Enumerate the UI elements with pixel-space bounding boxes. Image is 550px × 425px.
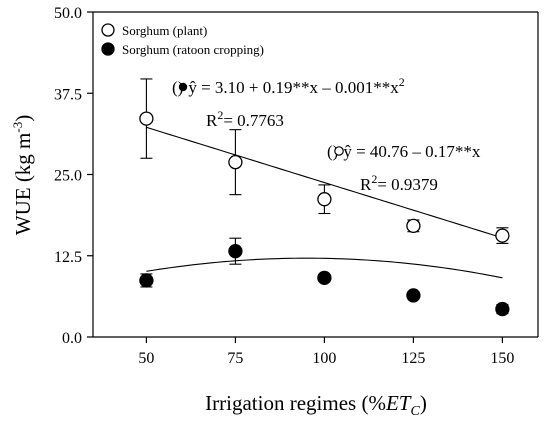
- equation-ratoon: ()ŷ = 3.10 + 0.19**x – 0.001**x2 R2= 0.7…: [172, 75, 405, 130]
- y-axis-title: WUE (kg m-3): [10, 115, 35, 236]
- equation-plant-r2: R2= 0.9379: [360, 172, 438, 194]
- plot-frame: [92, 11, 539, 338]
- legend: Sorghum (plant) Sorghum (ratoon cropping…: [101, 23, 264, 57]
- x-tick-label-150: 150: [490, 350, 514, 367]
- axis-ticks: 50 75 100 125 150 0.0 12.5 25.0 37.5 50.0: [54, 5, 514, 367]
- point-s1-75: [228, 244, 243, 259]
- equation-plant-r2-value: = 0.9379: [377, 175, 438, 194]
- x-axis-title-sub: C: [410, 404, 420, 419]
- x-axis-title-text: Irrigation regimes (%: [205, 391, 386, 415]
- equation-ratoon-r2: R2= 0.7763: [206, 108, 284, 130]
- y-axis-title-close: ): [11, 115, 35, 122]
- legend-label-plant: Sorghum (plant): [122, 23, 207, 38]
- x-tick-label-75: 75: [227, 350, 243, 367]
- x-tick-label-100: 100: [312, 350, 336, 367]
- y-tick-label-37.5: 37.5: [54, 86, 82, 103]
- legend-label-ratoon: Sorghum (ratoon cropping): [122, 42, 264, 57]
- equation-ratoon-r2-label: R: [206, 111, 218, 130]
- y-tick-label-25: 25.0: [54, 168, 82, 185]
- legend-marker-ratoon: [101, 42, 115, 56]
- point-s1-100: [317, 270, 332, 286]
- point-s0-150: [495, 228, 510, 243]
- point-s0-125: [406, 218, 421, 234]
- equation-plant: ()ŷ = 40.76 – 0.17**x R2= 0.9379: [327, 142, 481, 194]
- x-axis-title: Irrigation regimes (%ETC): [205, 391, 427, 419]
- equation-plant-open-paren: (: [327, 142, 333, 161]
- point-s1-125: [406, 288, 421, 303]
- x-axis-title-close: ): [420, 391, 427, 415]
- y-axis-title-sup: -3: [10, 122, 25, 133]
- y-tick-label-0: 0.0: [62, 330, 82, 347]
- data-points: [139, 111, 510, 317]
- y-tick-label-50: 50.0: [54, 5, 82, 22]
- equation-plant-marker-open: [334, 146, 344, 156]
- y-axis-title-text: WUE (kg m: [11, 133, 35, 236]
- equation-ratoon-open-paren: (: [172, 78, 178, 97]
- fit-line-series-0: [146, 126, 503, 239]
- fit-lines: [146, 126, 503, 279]
- equation-ratoon-r2-sup: 2: [217, 108, 223, 122]
- equation-plant-r2-label: R: [360, 175, 372, 194]
- equation-ratoon-body: ŷ = 3.10 + 0.19**x – 0.001**x: [188, 78, 399, 97]
- y-tick-label-12.5: 12.5: [54, 249, 82, 266]
- equation-plant-body: ŷ = 40.76 – 0.17**x: [343, 142, 481, 161]
- x-axis-title-et: ET: [385, 391, 412, 415]
- point-s0-50: [139, 111, 154, 126]
- fit-line-series-1: [146, 257, 503, 279]
- point-s1-50: [139, 273, 154, 288]
- equation-ratoon-sup: 2: [399, 75, 405, 89]
- equation-ratoon-marker-filled: [178, 82, 188, 92]
- equation-plant-text: ()ŷ = 40.76 – 0.17**x: [327, 142, 481, 161]
- point-s0-75: [228, 154, 243, 170]
- equation-plant-r2-sup: 2: [371, 172, 377, 186]
- x-tick-label-50: 50: [138, 350, 154, 367]
- point-s1-150: [495, 301, 510, 317]
- point-s0-100: [317, 192, 332, 207]
- x-tick-label-125: 125: [401, 350, 425, 367]
- legend-marker-plant: [101, 23, 115, 37]
- equation-ratoon-r2-value: = 0.7763: [223, 111, 284, 130]
- equation-ratoon-text: ()ŷ = 3.10 + 0.19**x – 0.001**x2: [172, 75, 405, 97]
